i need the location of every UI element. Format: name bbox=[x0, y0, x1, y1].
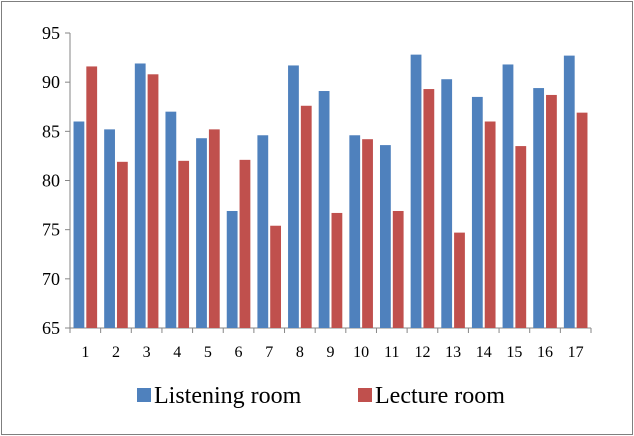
bar-lecture-room-16 bbox=[546, 94, 557, 328]
legend-label: Listening room bbox=[154, 383, 302, 409]
bar-lecture-room-8 bbox=[300, 105, 312, 329]
chart-bars bbox=[73, 54, 588, 329]
x-tick-label: 15 bbox=[506, 344, 522, 361]
bar-lecture-room-6 bbox=[239, 159, 251, 328]
bar-lecture-room-17 bbox=[576, 112, 588, 329]
bar-listening-room-7 bbox=[257, 135, 269, 328]
x-axis-ticks: 1 2 3 4 5 6 7 8 9 10 11 12 13 14 15 16 17 bbox=[69, 328, 592, 361]
y-tick-label: 75 bbox=[42, 220, 60, 240]
bar-lecture-room-2 bbox=[116, 161, 128, 328]
chart-legend: Listening room Lecture room bbox=[137, 383, 505, 409]
x-tick-label: 2 bbox=[112, 344, 120, 361]
bar-listening-room-16 bbox=[533, 88, 545, 328]
y-tick-label: 65 bbox=[42, 318, 60, 338]
x-tick-label: 14 bbox=[476, 344, 492, 361]
y-tick-label: 90 bbox=[42, 72, 60, 92]
x-tick-label: 7 bbox=[265, 344, 273, 361]
legend-label: Lecture room bbox=[375, 383, 505, 409]
bar-listening-room-17 bbox=[563, 55, 575, 328]
x-tick-label: 9 bbox=[327, 344, 335, 361]
bar-listening-room-3 bbox=[134, 63, 146, 328]
bar-lecture-room-1 bbox=[86, 66, 98, 328]
x-tick-label: 17 bbox=[568, 344, 584, 361]
y-axis-ticks: 65 70 75 80 85 90 95 bbox=[42, 23, 70, 338]
bar-lecture-room-14 bbox=[484, 121, 496, 328]
bar-lecture-room-11 bbox=[392, 210, 404, 328]
bar-listening-room-5 bbox=[196, 138, 207, 328]
bar-listening-room-4 bbox=[165, 111, 177, 329]
bar-listening-room-14 bbox=[471, 96, 483, 329]
bar-listening-room-10 bbox=[349, 135, 361, 328]
x-tick-label: 5 bbox=[204, 344, 212, 361]
bar-listening-room-2 bbox=[104, 129, 115, 328]
bar-listening-room-1 bbox=[73, 121, 85, 328]
bar-listening-room-12 bbox=[410, 54, 422, 329]
bar-lecture-room-10 bbox=[362, 139, 373, 328]
bar-listening-room-9 bbox=[318, 91, 330, 329]
y-tick-label: 95 bbox=[42, 23, 60, 43]
bar-listening-room-6 bbox=[226, 210, 238, 328]
bar-listening-room-11 bbox=[379, 145, 391, 328]
x-tick-label: 6 bbox=[235, 344, 243, 361]
bar-lecture-room-15 bbox=[515, 146, 527, 328]
x-tick-label: 4 bbox=[173, 344, 181, 361]
bar-listening-room-15 bbox=[502, 64, 514, 328]
legend-swatch bbox=[137, 388, 151, 402]
x-tick-label: 1 bbox=[81, 344, 89, 361]
bar-listening-room-13 bbox=[441, 79, 453, 328]
x-tick-label: 10 bbox=[353, 344, 369, 361]
x-tick-label: 12 bbox=[414, 344, 430, 361]
legend-swatch bbox=[358, 388, 372, 402]
bar-lecture-room-3 bbox=[147, 74, 159, 328]
bar-lecture-room-7 bbox=[270, 225, 282, 328]
bar-listening-room-8 bbox=[288, 65, 299, 328]
bar-lecture-room-4 bbox=[178, 160, 190, 328]
x-tick-label: 11 bbox=[384, 344, 399, 361]
y-tick-label: 85 bbox=[42, 121, 60, 141]
x-tick-label: 3 bbox=[143, 344, 151, 361]
x-tick-label: 8 bbox=[296, 344, 304, 361]
x-tick-label: 13 bbox=[445, 344, 461, 361]
bar-lecture-room-9 bbox=[331, 212, 343, 328]
bar-lecture-room-12 bbox=[423, 89, 435, 328]
bar-lecture-room-13 bbox=[454, 232, 465, 328]
x-tick-label: 16 bbox=[537, 344, 553, 361]
y-tick-label: 80 bbox=[42, 171, 60, 191]
y-tick-label: 70 bbox=[42, 269, 60, 289]
bar-lecture-room-5 bbox=[208, 129, 220, 328]
